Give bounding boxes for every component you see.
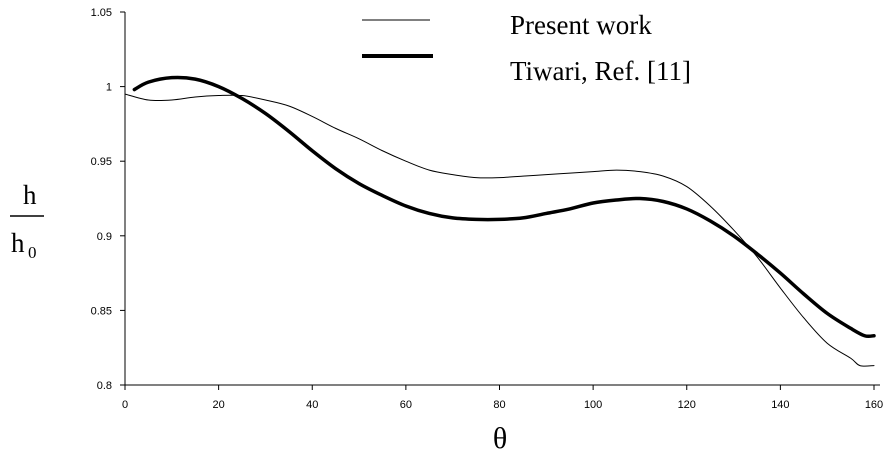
axes [124, 12, 880, 386]
x-tick-label: 120 [678, 399, 696, 411]
y-label-numerator: h [23, 180, 37, 210]
y-tick-label: 0.9 [97, 231, 112, 243]
x-tick-label: 20 [213, 399, 225, 411]
legend-label-tiwari: Tiwari, Ref. [11] [510, 56, 691, 86]
x-tick-label: 160 [865, 399, 883, 411]
y-label-denominator: h [11, 228, 25, 258]
x-tick-label: 40 [306, 399, 318, 411]
y-tick-label: 1 [106, 82, 112, 94]
x-tick-label: 80 [493, 399, 505, 411]
x-tick-label: 60 [400, 399, 412, 411]
x-tick-label: 140 [771, 399, 789, 411]
y-label-subscript: 0 [28, 243, 37, 262]
x-tick-label: 0 [122, 399, 128, 411]
y-tick-label: 0.85 [91, 305, 112, 317]
series-line-tiwari [132, 75, 876, 339]
y-tick-label: 0.8 [97, 380, 112, 392]
legend: Present work Tiwari, Ref. [11] [362, 10, 691, 86]
x-axis-label: θ [493, 422, 507, 453]
series-line-present-work [124, 93, 875, 367]
ticks: 0.8 0.85 0.9 0.95 1 1.05 0 20 40 60 80 100 120 140 160 [91, 7, 884, 411]
y-axis-label: h h 0 [10, 180, 44, 262]
x-tick-label: 100 [584, 399, 602, 411]
y-tick-label: 0.95 [91, 156, 112, 168]
y-tick-label: 1.05 [91, 7, 112, 19]
series [124, 75, 876, 367]
legend-label-present-work: Present work [510, 10, 652, 40]
